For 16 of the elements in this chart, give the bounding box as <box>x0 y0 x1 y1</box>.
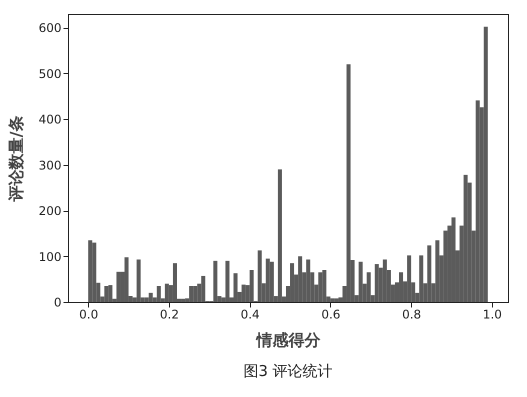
caption: 图3 评论统计 <box>243 362 333 380</box>
y-axis-title: 评论数量/条 <box>6 116 26 202</box>
x-axis-title: 情感得分 <box>256 330 322 350</box>
y-tick-label: 400 <box>38 112 62 127</box>
x-tick-label: 0.6 <box>321 308 340 322</box>
y-tick-label: 200 <box>38 204 62 218</box>
x-tick-label: 0.4 <box>240 308 260 322</box>
y-tick-label: 300 <box>38 158 62 172</box>
x-tick-label: 0.2 <box>160 308 179 322</box>
y-tick-label: 0 <box>54 296 62 310</box>
x-tick-label: 0.0 <box>79 308 98 322</box>
x-tick-label: 1.0 <box>482 308 502 322</box>
x-tick-label: 0.8 <box>402 308 422 322</box>
y-tick-label: 100 <box>38 250 62 264</box>
y-tick-label: 500 <box>38 66 62 81</box>
y-tick-label: 600 <box>38 21 62 36</box>
